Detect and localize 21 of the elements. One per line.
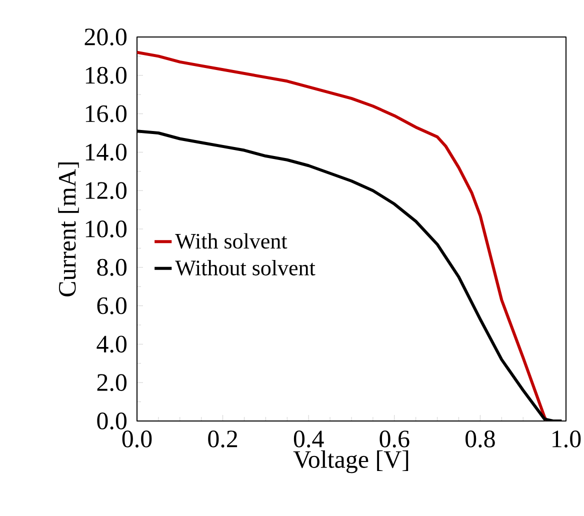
y-tick-label: 20.0 — [84, 28, 127, 46]
x-tick-label: 0.6 — [380, 430, 410, 448]
y-tick-label: 14.0 — [86, 144, 127, 161]
y-tick-label: 6.0 — [97, 297, 127, 314]
x-tick-label: 0.4 — [294, 430, 324, 448]
x-axis-title: Voltage [V] — [293, 450, 408, 474]
x-tick-label: 0.0 — [122, 430, 152, 448]
legend-label: Without solvent — [175, 260, 316, 276]
legend-label: With solvent — [175, 233, 288, 249]
x-tick-label: 0.2 — [208, 430, 238, 448]
y-tick-label: 10.0 — [86, 220, 127, 238]
y-tick-label: 18.0 — [86, 66, 127, 84]
y-tick-label: 4.0 — [96, 336, 127, 353]
x-tick-label: 0.8 — [466, 430, 495, 448]
y-tick-label: 8.0 — [97, 258, 127, 276]
y-axis-title: Current [mA] — [58, 162, 79, 296]
y-tick-label: 2.0 — [97, 374, 127, 392]
x-tick-label: 1.0 — [552, 430, 581, 448]
y-tick-label: 0.0 — [97, 412, 127, 430]
y-tick-label: 16.0 — [86, 105, 127, 122]
y-tick-label: 12.0 — [86, 182, 127, 200]
